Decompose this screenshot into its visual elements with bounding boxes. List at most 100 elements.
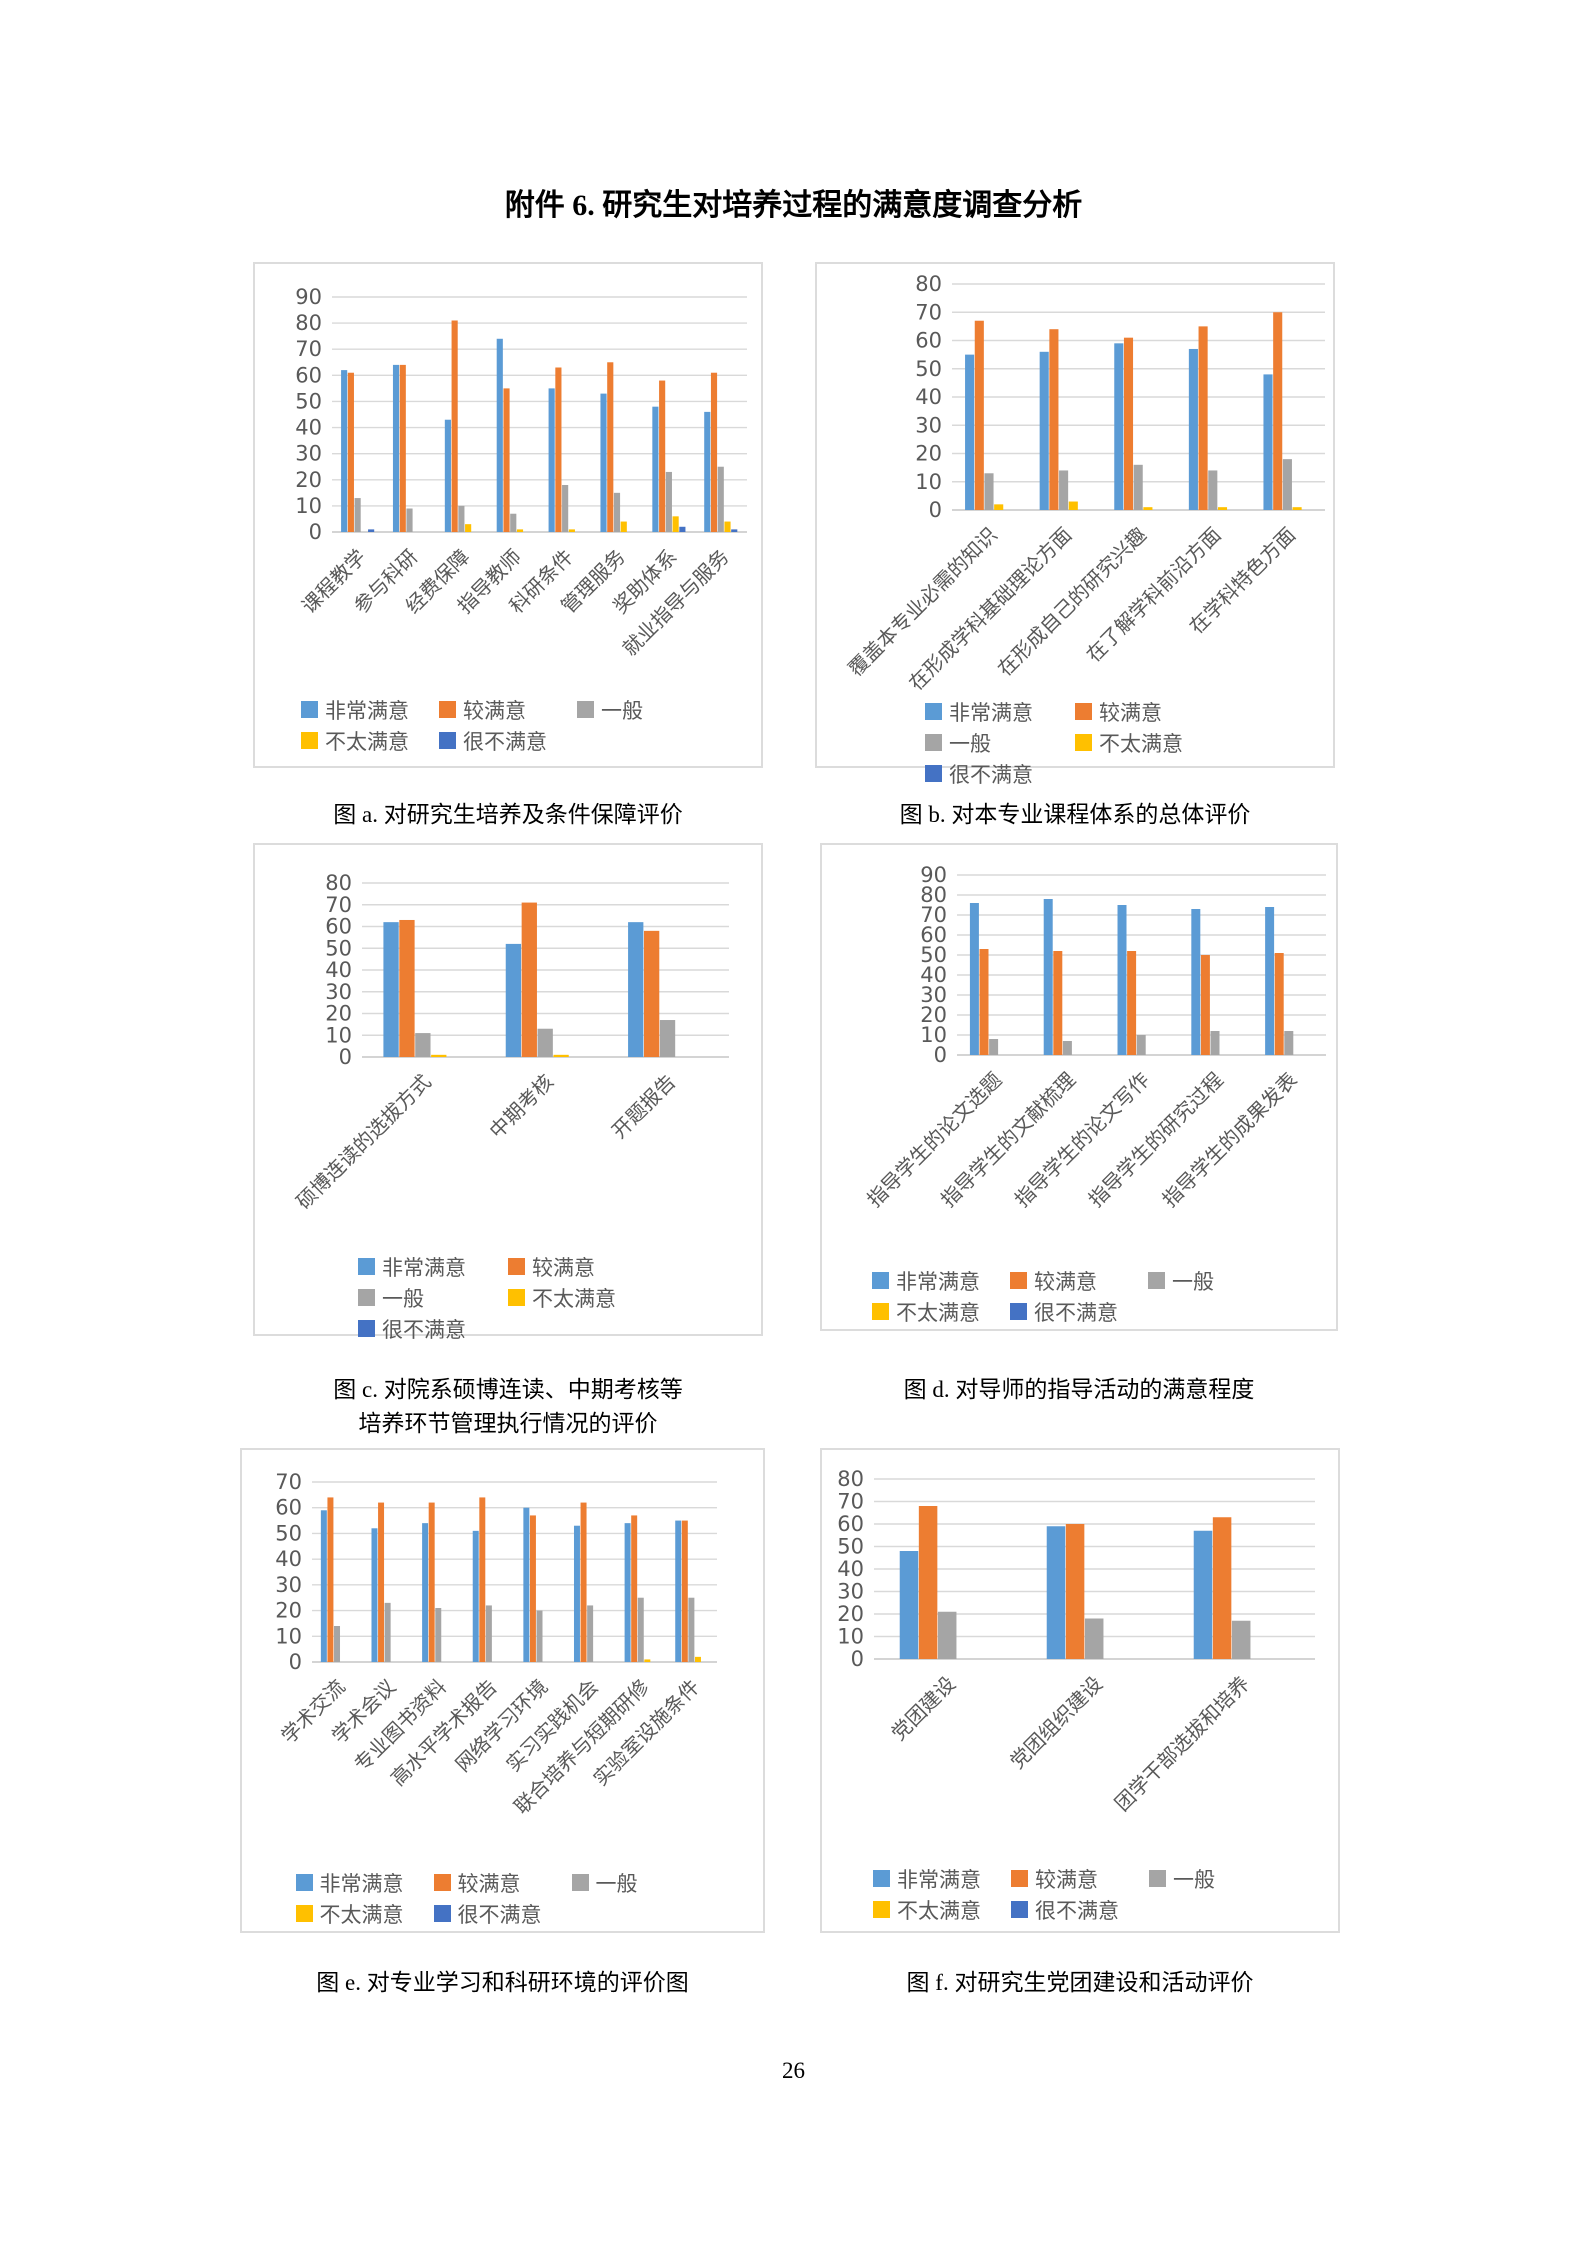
y-axis-tick-label: 20	[275, 1599, 302, 1623]
bar	[587, 1605, 594, 1662]
bar	[415, 1033, 431, 1057]
legend-item: 很不满意	[433, 1899, 572, 1929]
bar	[1062, 1041, 1072, 1055]
bar	[496, 338, 503, 532]
bar	[1231, 1620, 1251, 1659]
y-axis-tick-label: 60	[275, 1496, 302, 1520]
legend-label: 不太满意	[325, 729, 409, 754]
bar	[613, 492, 621, 532]
legend-label: 很不满意	[1034, 1300, 1118, 1325]
x-axis-category-label: 中期考核	[484, 1070, 558, 1144]
bar	[523, 1507, 530, 1662]
bar	[1123, 337, 1134, 510]
legend-label: 一般	[949, 731, 991, 756]
bar	[1084, 1618, 1104, 1659]
bar	[422, 1523, 429, 1662]
bar	[679, 526, 686, 532]
legend-item: 较满意	[508, 1252, 658, 1282]
bar	[1217, 507, 1228, 510]
bar	[568, 529, 575, 532]
bar	[555, 367, 562, 532]
bar	[675, 1520, 682, 1662]
legend-label: 较满意	[463, 698, 526, 723]
bar	[399, 364, 406, 532]
y-axis-tick-label: 30	[915, 413, 942, 437]
bar	[937, 1611, 957, 1659]
bar	[1208, 470, 1218, 510]
legend-swatch-icon	[577, 701, 594, 718]
y-axis-tick-label: 50	[295, 389, 322, 413]
legend-swatch-icon	[508, 1258, 525, 1275]
bar	[600, 393, 607, 532]
bar	[1127, 951, 1137, 1055]
chart-c-caption: 图 c. 对院系硕博连读、中期考核等 培养环节管理执行情况的评价	[253, 1373, 763, 1441]
x-axis-category-label: 党团建设	[886, 1672, 960, 1746]
bar	[341, 370, 348, 532]
x-axis-category-label: 在了解学科前沿方面	[1081, 523, 1225, 667]
bar	[521, 902, 537, 1057]
figure-caption-line: 图 b. 对本专业课程体系的总体评价	[899, 802, 1251, 827]
legend-swatch-icon	[1149, 1870, 1166, 1887]
legend-item: 一般	[1149, 1864, 1287, 1894]
y-axis-tick-label: 60	[837, 1512, 864, 1536]
bar	[1046, 1526, 1066, 1659]
bar	[1059, 470, 1069, 510]
legend-label: 非常满意	[382, 1255, 466, 1280]
y-axis-tick-label: 30	[325, 980, 352, 1004]
y-axis-tick-label: 90	[295, 285, 322, 309]
bar	[1198, 326, 1208, 510]
x-axis-category-label: 指导学生的论文选题	[862, 1068, 1006, 1212]
bar	[368, 529, 375, 532]
figure-caption-line: 图 f. 对研究生党团建设和活动评价	[906, 1970, 1254, 1995]
legend-item: 不太满意	[1075, 728, 1225, 758]
legend-swatch-icon	[301, 701, 318, 718]
chart-legend: 非常满意 较满意 一般 不太满意 很不满意	[301, 694, 715, 756]
legend-item: 非常满意	[925, 697, 1075, 727]
bar	[562, 485, 569, 532]
bar	[334, 1626, 341, 1662]
y-axis-tick-label: 20	[295, 468, 322, 492]
bar	[1263, 374, 1273, 510]
legend-item: 很不满意	[925, 759, 1075, 789]
bar	[354, 498, 361, 532]
legend-item: 一般	[358, 1283, 508, 1313]
y-axis-tick-label: 70	[325, 893, 352, 917]
bar	[659, 1020, 676, 1057]
chart-b-frame: 0 10 20 30 40 50 60 70 80 覆盖本专业必需的知识 在形成学科基础理论方面 在形…	[815, 262, 1335, 787]
bar	[644, 1659, 651, 1662]
chart-d: 0 10 20 30 40 50 60 70 80 90 指导学生的论文选题 指导学生的文献梳理 指导学…	[820, 843, 1338, 1407]
y-axis-tick-label: 20	[915, 442, 942, 466]
legend-swatch-icon	[1075, 734, 1092, 751]
bar	[965, 354, 975, 510]
x-axis-category-label: 指导学生的研究过程	[1084, 1068, 1228, 1212]
legend-item: 很不满意	[358, 1314, 508, 1344]
bar	[320, 1510, 327, 1662]
legend-label: 不太满意	[532, 1286, 616, 1311]
y-axis-tick-label: 80	[837, 1467, 864, 1491]
y-axis-tick-label: 60	[325, 915, 352, 939]
chart-f-frame: 0 10 20 30 40 50 60 70 80 党团建设 党团组织建设 团学干部选拔和培养 非常满意…	[820, 1448, 1340, 1933]
y-axis-tick-label: 90	[920, 863, 947, 887]
bar	[516, 529, 524, 532]
legend-item: 一般	[925, 728, 1075, 758]
y-axis-tick-label: 80	[325, 871, 352, 895]
y-axis-tick-label: 0	[934, 1043, 947, 1067]
x-axis-category-label: 指导学生的文献梳理	[936, 1068, 1080, 1212]
bar	[451, 320, 458, 532]
legend-label: 很不满意	[457, 1902, 542, 1927]
bar	[624, 1523, 631, 1662]
bar	[710, 372, 718, 532]
bar	[628, 922, 644, 1057]
bar	[1039, 351, 1049, 510]
bar	[580, 1502, 587, 1662]
legend-label: 很不满意	[463, 729, 547, 754]
legend-label: 非常满意	[896, 1269, 980, 1294]
y-axis-tick-label: 30	[837, 1580, 864, 1604]
bar	[503, 388, 510, 532]
legend-swatch-icon	[301, 732, 318, 749]
chart-b: 0 10 20 30 40 50 60 70 80 覆盖本专业必需的知识 在形成学科基础理论方面 在形…	[815, 262, 1335, 832]
bar	[1068, 501, 1078, 510]
